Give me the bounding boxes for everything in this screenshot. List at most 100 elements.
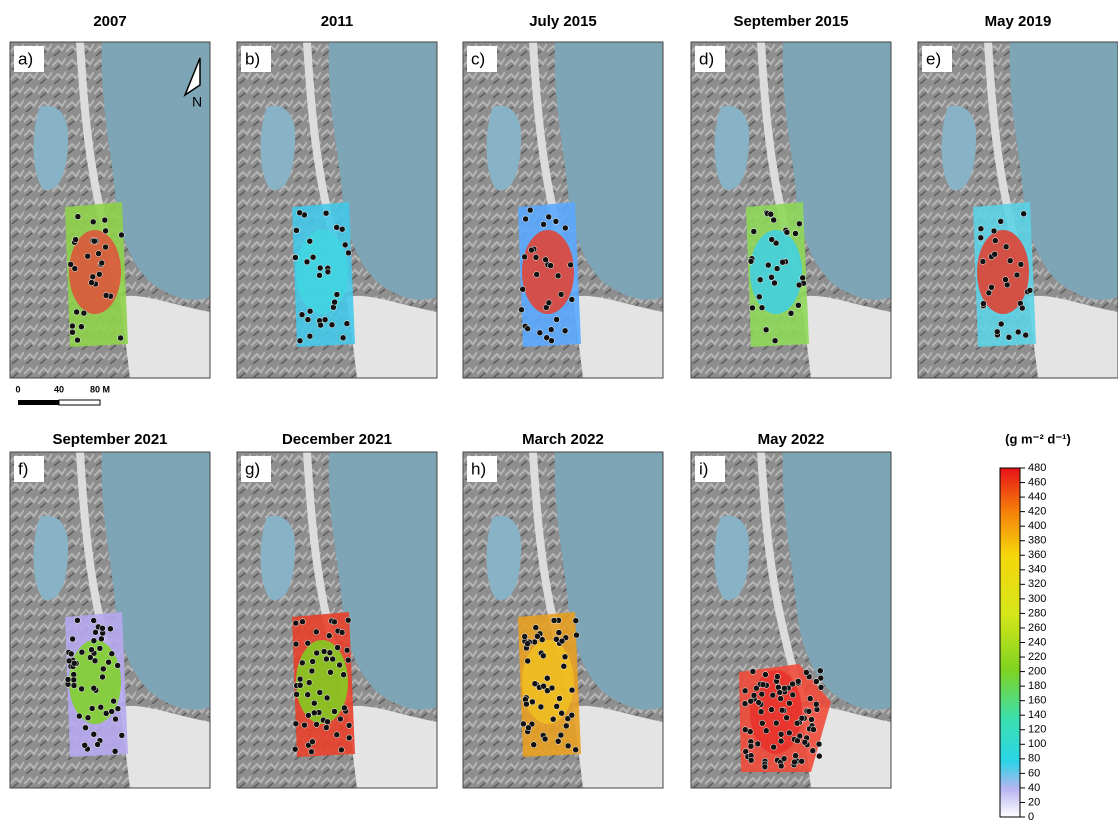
- sample-point: [1006, 334, 1012, 340]
- sample-point: [748, 258, 754, 264]
- sample-point: [795, 678, 801, 684]
- sample-point: [565, 743, 571, 749]
- colorbar: [1000, 468, 1020, 817]
- sample-point: [100, 666, 106, 672]
- sample-point: [554, 317, 560, 323]
- sample-point: [294, 691, 300, 697]
- sample-point: [1021, 211, 1027, 217]
- sample-point: [772, 338, 778, 344]
- colorbar-tick-label: 220: [1028, 651, 1046, 663]
- sample-point: [79, 649, 85, 655]
- sample-point: [305, 640, 311, 646]
- sample-point: [293, 641, 299, 647]
- sample-point: [98, 704, 104, 710]
- sample-point: [817, 668, 823, 674]
- sample-point: [345, 617, 351, 623]
- map-panel: i): [691, 452, 891, 788]
- sample-point: [525, 326, 531, 332]
- sample-point: [522, 634, 528, 640]
- sample-point: [318, 322, 324, 328]
- colorbar-tick-label: 400: [1028, 520, 1046, 532]
- sample-point: [980, 259, 986, 265]
- sample-point: [559, 638, 565, 644]
- sample-point: [305, 317, 311, 323]
- sample-point: [774, 674, 780, 680]
- sample-point: [748, 757, 754, 763]
- sample-point: [91, 638, 97, 644]
- sample-point: [322, 317, 328, 323]
- sample-point: [337, 716, 343, 722]
- sample-point: [542, 736, 548, 742]
- sample-point: [79, 686, 85, 692]
- sample-point: [989, 284, 995, 290]
- sample-point: [773, 720, 779, 726]
- sample-point: [71, 660, 77, 666]
- colorbar-tick-label: 0: [1028, 811, 1034, 822]
- sample-point: [317, 265, 323, 271]
- sample-point: [778, 731, 784, 737]
- sample-point: [302, 722, 308, 728]
- scale-label: 0: [15, 384, 20, 394]
- sample-point: [314, 650, 320, 656]
- sample-point: [809, 717, 815, 723]
- panel-label: e): [926, 49, 941, 68]
- sample-point: [325, 269, 331, 275]
- sample-point: [91, 685, 97, 691]
- sample-point: [328, 669, 334, 675]
- sample-point: [534, 272, 540, 278]
- panel-title: July 2015: [529, 13, 597, 30]
- sample-point: [337, 662, 343, 668]
- colorbar-tick-label: 440: [1028, 491, 1046, 503]
- sample-point: [763, 327, 769, 333]
- sample-point: [998, 321, 1004, 327]
- sample-point: [305, 712, 311, 718]
- sample-point: [341, 705, 347, 711]
- sample-point: [90, 219, 96, 225]
- colorbar-tick-label: 80: [1028, 753, 1040, 765]
- sample-point: [556, 630, 562, 636]
- sample-point: [994, 329, 1000, 335]
- sample-point: [543, 257, 549, 263]
- sample-point: [553, 636, 559, 642]
- sample-point: [329, 322, 335, 328]
- sample-point: [335, 645, 341, 651]
- sample-point: [310, 659, 316, 665]
- sample-point: [561, 663, 567, 669]
- sample-point: [519, 307, 525, 313]
- sample-point: [340, 335, 346, 341]
- sample-point: [528, 247, 534, 253]
- sample-point: [82, 742, 88, 748]
- sample-point: [1003, 244, 1009, 250]
- sample-point: [998, 218, 1004, 224]
- sample-point: [562, 225, 568, 231]
- sample-point: [106, 659, 112, 665]
- sample-point: [102, 217, 108, 223]
- sample-point: [986, 290, 992, 296]
- sample-point: [119, 232, 125, 238]
- sample-point: [544, 675, 550, 681]
- sample-point: [307, 333, 313, 339]
- sample-point: [533, 254, 539, 260]
- colorbar-tick-label: 40: [1028, 782, 1040, 794]
- sample-point: [813, 679, 819, 685]
- panel-title: December 2021: [282, 431, 392, 448]
- sample-point: [100, 625, 106, 631]
- sample-point: [769, 707, 775, 713]
- sample-point: [799, 758, 805, 764]
- sample-point: [750, 669, 756, 675]
- sample-point: [100, 674, 106, 680]
- sample-point: [523, 701, 529, 707]
- sample-point: [96, 271, 102, 277]
- sample-point: [71, 677, 77, 683]
- sample-point: [790, 681, 796, 687]
- sample-point: [546, 300, 552, 306]
- sample-point: [555, 273, 561, 279]
- sample-point: [538, 704, 544, 710]
- sample-point: [810, 748, 816, 754]
- sample-point: [799, 715, 805, 721]
- sample-point: [299, 660, 305, 666]
- sample-point: [573, 747, 579, 753]
- sample-point: [762, 764, 768, 770]
- colorbar-tick-label: 120: [1028, 724, 1046, 736]
- sample-point: [293, 721, 299, 727]
